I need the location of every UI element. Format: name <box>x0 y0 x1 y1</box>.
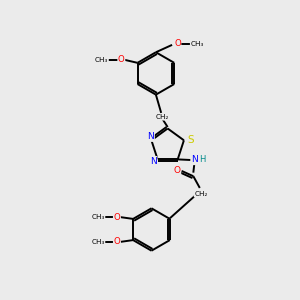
Text: CH₃: CH₃ <box>92 214 105 220</box>
Text: CH₃: CH₃ <box>95 57 108 63</box>
Text: H: H <box>200 155 206 164</box>
Text: CH₂: CH₂ <box>194 191 208 197</box>
Text: N: N <box>191 155 198 164</box>
Text: CH₃: CH₃ <box>92 239 105 245</box>
Text: O: O <box>174 39 181 48</box>
Text: N: N <box>150 157 157 166</box>
Text: O: O <box>174 167 181 176</box>
Text: O: O <box>113 213 120 222</box>
Text: CH₃: CH₃ <box>190 41 204 47</box>
Text: S: S <box>187 135 194 145</box>
Text: O: O <box>113 237 120 246</box>
Text: CH₂: CH₂ <box>156 114 169 120</box>
Text: O: O <box>118 56 125 64</box>
Text: N: N <box>148 132 154 141</box>
